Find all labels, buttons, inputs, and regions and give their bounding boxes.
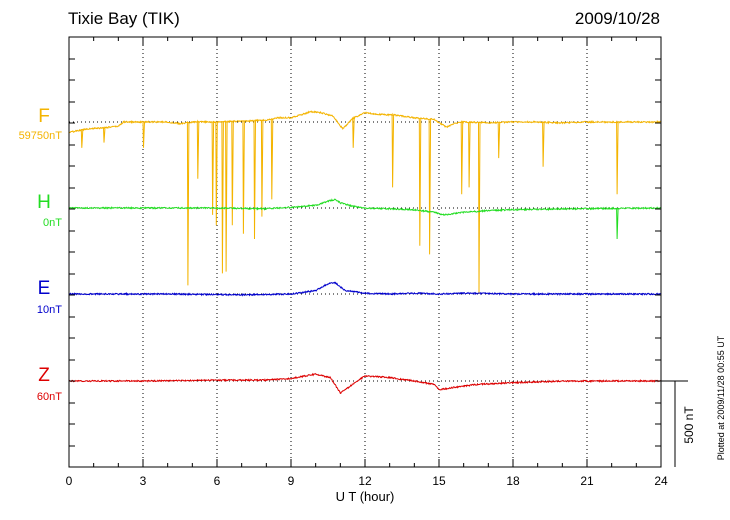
- chart-date: 2009/10/28: [574, 9, 660, 28]
- trace-h: [68, 198, 662, 240]
- component-label-h: H: [37, 192, 51, 213]
- x-tick-label: 15: [432, 474, 446, 488]
- plotted-timestamp: Plotted at 2009/11/28 00:55 UT: [716, 335, 726, 460]
- x-tick-label: 18: [506, 474, 520, 488]
- baseline-label-h: 0nT: [43, 217, 62, 229]
- x-tick-label: 21: [580, 474, 594, 488]
- traces: [68, 110, 662, 394]
- baseline-label-f: 59750nT: [19, 130, 63, 142]
- component-label-e: E: [38, 278, 51, 299]
- x-tick-label: 6: [214, 474, 221, 488]
- scale-bar: 500 nT: [661, 380, 696, 467]
- trace-e: [68, 281, 662, 297]
- component-label-f: F: [38, 106, 50, 127]
- x-tick-label: 24: [654, 474, 668, 488]
- x-tick-labels: 0 3 6 9 12 15 18 21 24: [66, 474, 668, 488]
- baseline-label-e: 10nT: [37, 304, 62, 316]
- baseline-label-z: 60nT: [37, 391, 62, 403]
- scale-bar-label: 500 nT: [682, 406, 696, 444]
- station-title: Tixie Bay (TIK): [68, 9, 180, 28]
- axis-ticks: [68, 37, 662, 467]
- x-tick-label: 3: [140, 474, 147, 488]
- x-axis-title: U T (hour): [336, 489, 395, 504]
- trace-f: [68, 110, 662, 295]
- component-label-z: Z: [38, 365, 50, 386]
- x-tick-label: 12: [358, 474, 372, 488]
- x-tick-label: 9: [288, 474, 295, 488]
- component-labels: F 59750nT H 0nT E 10nT Z 60nT: [19, 106, 63, 403]
- grid-lines: [69, 37, 661, 467]
- x-tick-label: 0: [66, 474, 73, 488]
- trace-z: [68, 372, 662, 394]
